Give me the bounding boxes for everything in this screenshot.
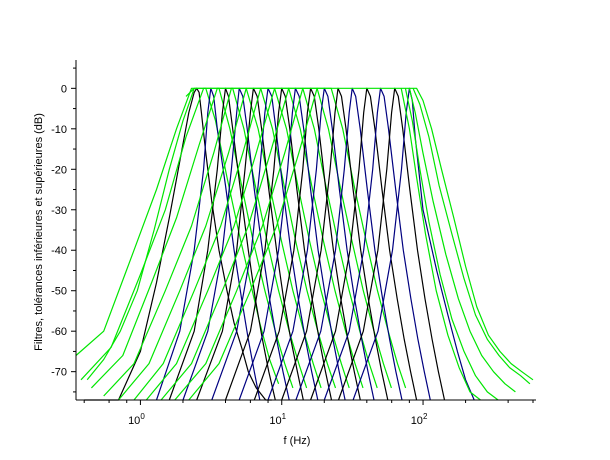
series-line-23 [323,87,431,401]
series-line-12 [224,87,333,401]
series-line-14 [238,87,346,401]
curves-layer [75,87,534,401]
x-tick-label-1: 101 [269,412,286,427]
y-tick-label-7: -70 [51,367,67,379]
series-line-21 [295,87,403,401]
x-tick-label-0: 100 [128,412,145,427]
x-tick-exponent: 2 [423,412,428,421]
series-line-31 [86,88,195,381]
series-line-0 [84,87,272,401]
y-tick-label-3: -30 [51,205,67,217]
y-tick-label-1: -10 [51,124,67,136]
series-line-26 [185,87,534,381]
series-line-4 [168,87,276,401]
x-tick-base: 10 [411,415,423,427]
series-line-2 [155,87,261,401]
series-line-5 [90,87,308,389]
series-line-28 [408,88,516,393]
x-tick-base: 10 [128,415,140,427]
series-line-18 [267,87,375,401]
series-line-24 [337,87,446,401]
y-tick-label-5: -50 [51,286,67,298]
series-line-29 [404,88,499,401]
series-line-13 [145,87,364,401]
x-tick-base: 10 [269,415,281,427]
y-tick-label-4: -40 [51,245,67,257]
y-axis-label: Filtres, tolérances inférieures et supér… [33,113,45,351]
series-line-10 [211,87,319,401]
series-line-19 [188,87,407,401]
x-tick-exponent: 0 [140,412,145,421]
y-tick-label-6: -60 [51,326,67,338]
series-line-15 [160,87,378,401]
y-tick-label-0: 0 [61,83,67,95]
x-axis-label: f (Hz) [284,435,311,447]
y-tick-label-2: -20 [51,164,67,176]
series-line-6 [182,87,290,401]
series-line-7 [103,87,322,397]
series-line-16 [253,87,361,401]
series-line-8 [196,87,304,401]
series-line-25 [352,87,475,401]
x-tick-label-2: 102 [411,412,428,427]
x-tick-exponent: 1 [282,412,287,421]
series-line-27 [412,88,531,385]
series-line-22 [310,87,418,401]
series-line-20 [281,87,389,401]
series-line-30 [400,88,481,401]
